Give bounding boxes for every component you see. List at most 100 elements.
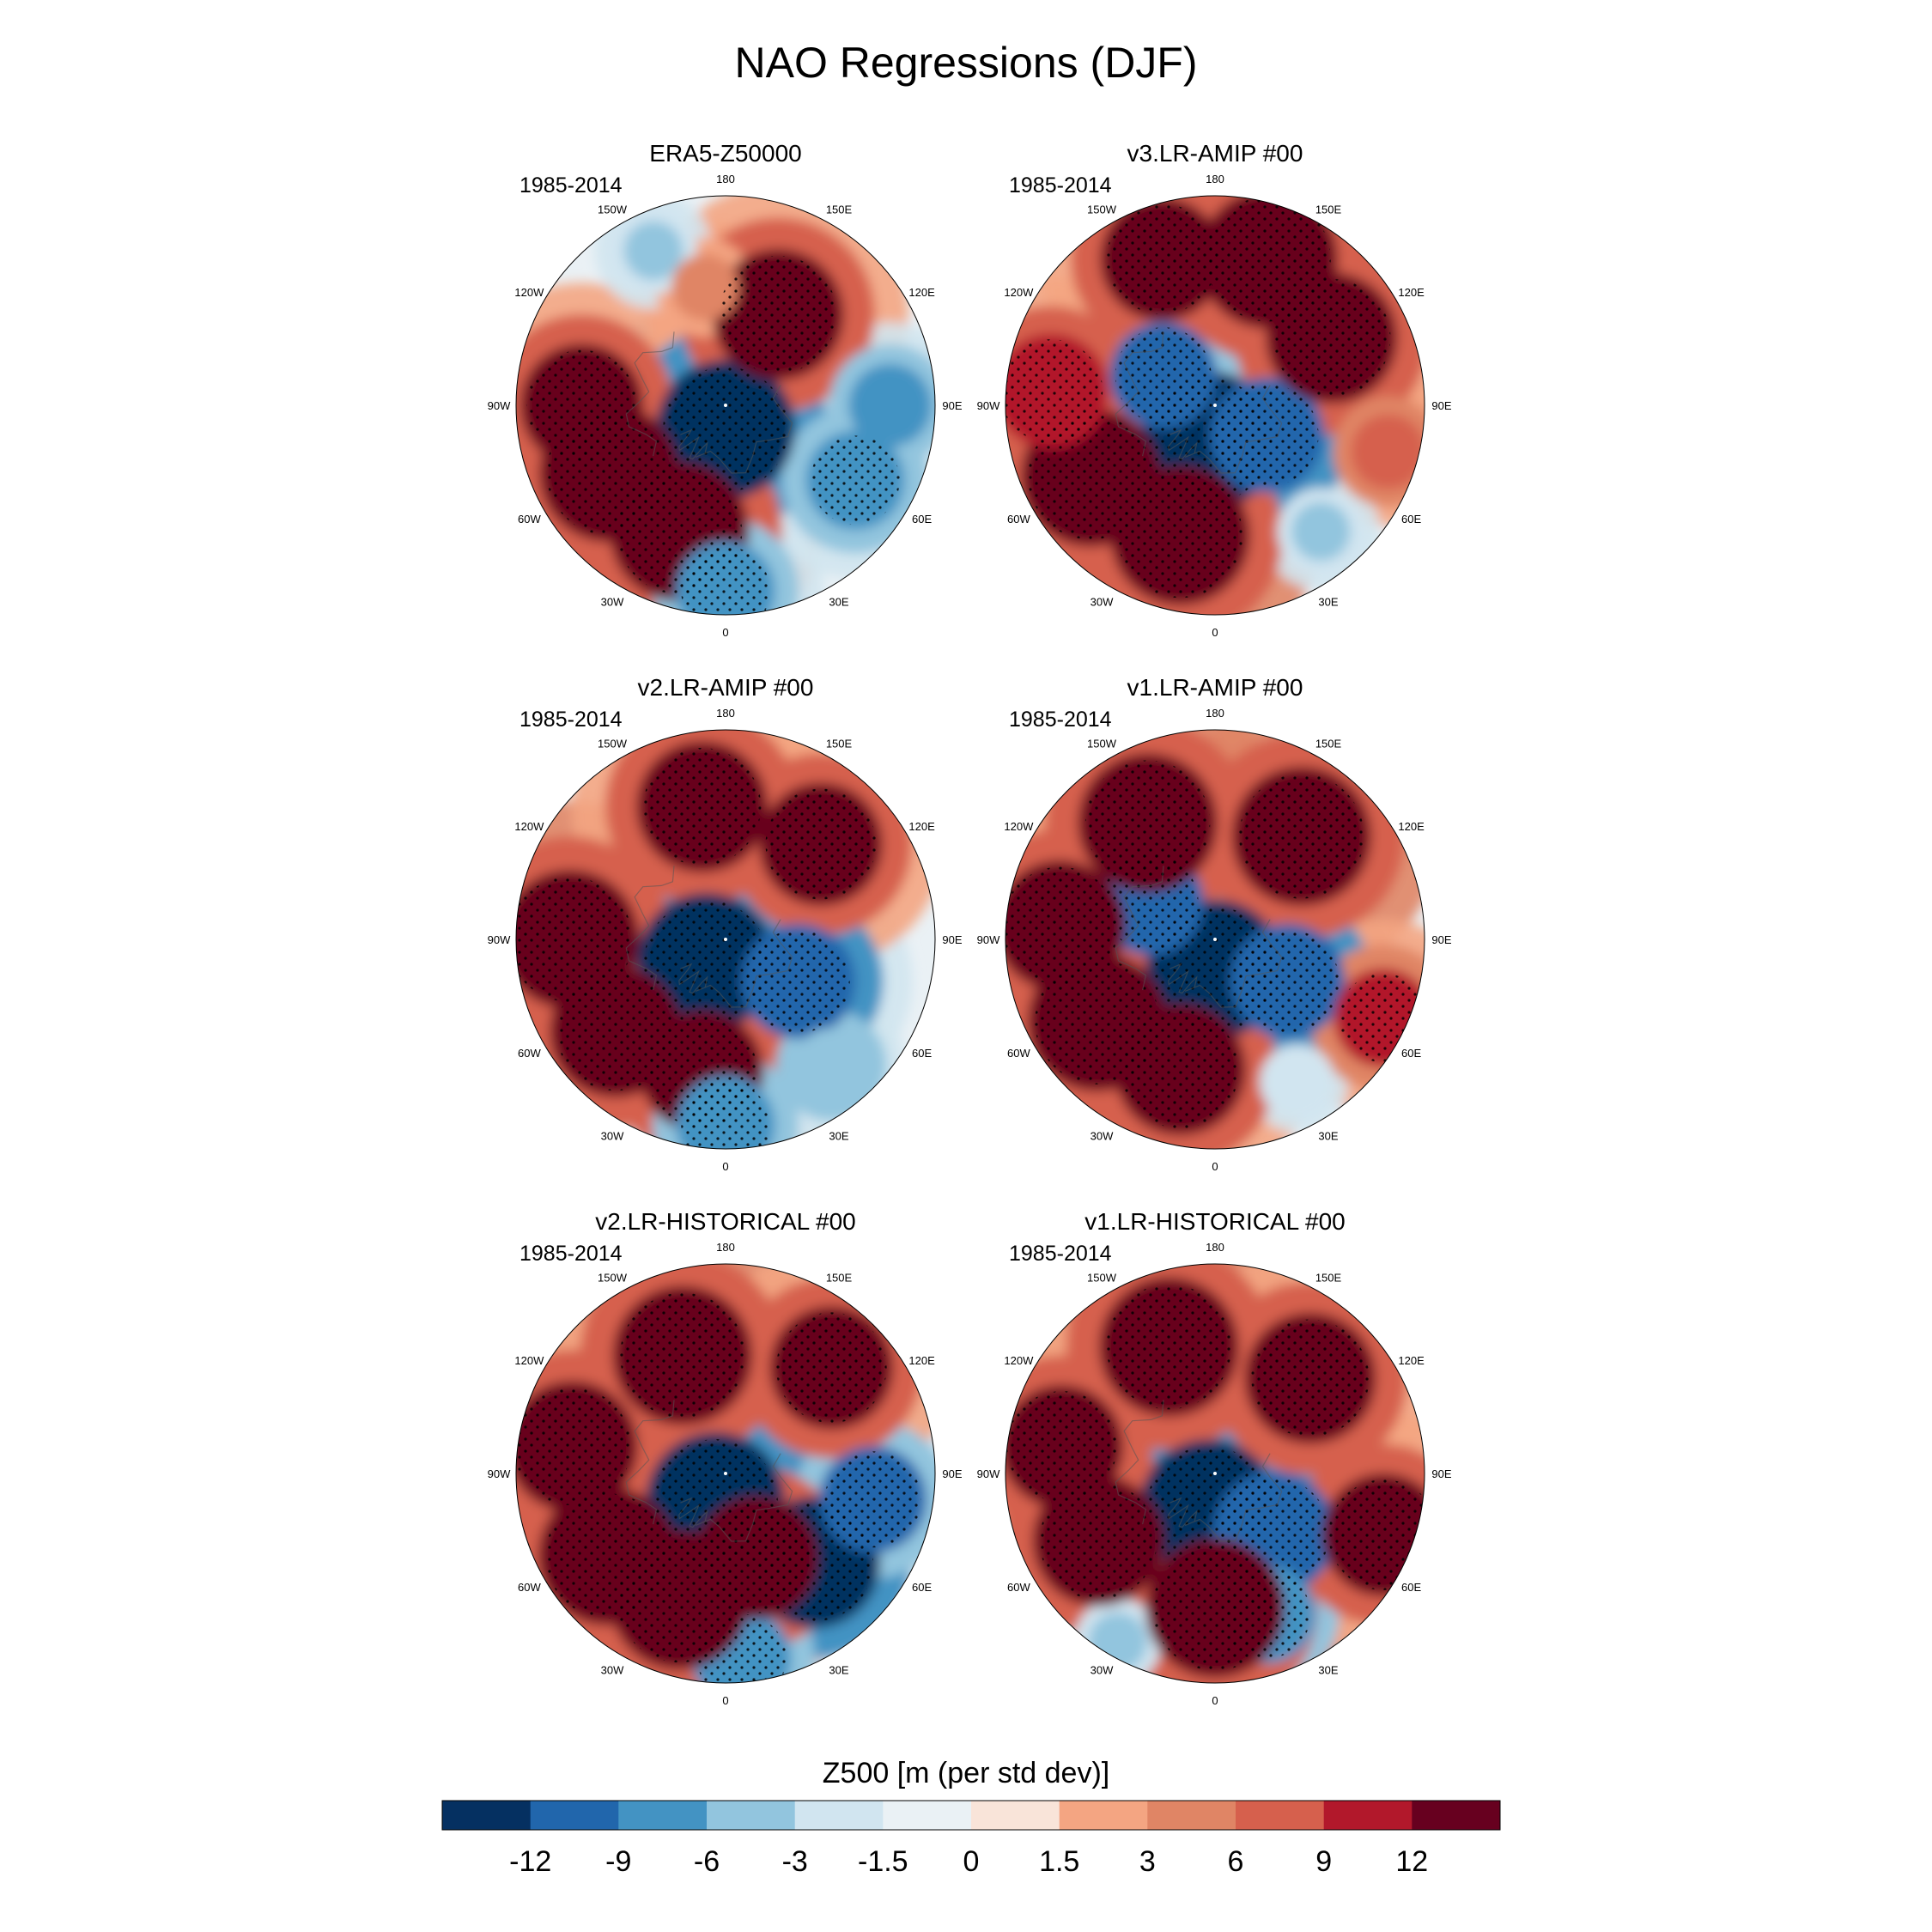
longitude-label: 180 [1206, 1241, 1224, 1254]
longitude-label: 150W [1087, 737, 1117, 750]
coastline [678, 428, 708, 460]
significance-stipple [1239, 774, 1364, 899]
pole-marker [724, 404, 727, 407]
colorbar-box [530, 1801, 619, 1830]
map-border [515, 729, 936, 1150]
coastlines [625, 1400, 793, 1542]
colorbar-box [1236, 1801, 1325, 1830]
longitude-label: 60E [1401, 1047, 1421, 1060]
significance-stipple [775, 1312, 887, 1424]
panels: ERA5-Z50000 1985-2014 180 150E 120E 90E 60E 30E… [488, 140, 1452, 1707]
longitude-label: 180 [1206, 173, 1224, 185]
map-panel: v1.LR-AMIP #00 1985-2014 180 150E 120E 90E 60E… [977, 674, 1452, 1173]
longitude-label: 120W [514, 286, 544, 299]
coastline [1168, 428, 1198, 460]
field-core [1351, 414, 1425, 489]
significance-stipple [620, 1292, 745, 1419]
longitude-label: 60E [912, 1047, 932, 1060]
colorbar-tick: -12 [509, 1845, 551, 1878]
significance-stipple [516, 1387, 632, 1506]
coastlines [1115, 866, 1283, 1008]
pole-marker [1213, 404, 1217, 407]
longitude-label: 120W [1004, 820, 1034, 833]
longitude-label: 120E [1398, 1354, 1425, 1367]
panel-title: v3.LR-AMIP #00 [1127, 140, 1303, 167]
longitude-label: 30E [829, 1664, 848, 1677]
longitude-label: 150W [598, 1271, 628, 1284]
panel-period: 1985-2014 [1009, 1242, 1112, 1266]
significance-stipple [1005, 339, 1103, 443]
significance-stipple [1084, 760, 1211, 885]
colorbar-label: Z500 [m (per std dev)] [823, 1757, 1109, 1789]
colorbar-tick: 12 [1395, 1845, 1428, 1878]
longitude-label: 0 [722, 1160, 728, 1173]
coastline [1168, 963, 1198, 994]
longitude-label: 30E [1318, 596, 1338, 609]
colorbar-box [707, 1801, 796, 1830]
longitude-label: 90E [942, 399, 962, 412]
longitude-label: 30W [601, 1130, 624, 1143]
longitude-label: 90W [488, 1467, 511, 1480]
longitude-label: 0 [722, 626, 728, 639]
coastline [1184, 385, 1283, 474]
significance-stipple [643, 899, 769, 1025]
map-border [1005, 1263, 1425, 1684]
significance-stipple [1273, 278, 1391, 398]
significance-stipple [663, 367, 788, 492]
significance-stipple [1005, 866, 1120, 985]
longitude-label: 120W [1004, 1354, 1034, 1367]
longitude-label: 150W [1087, 1271, 1117, 1284]
longitude-label: 60E [1401, 513, 1421, 526]
longitude-label: 30E [1318, 1664, 1338, 1677]
colorbar-tick: 9 [1315, 1845, 1332, 1878]
longitude-label: 180 [716, 173, 735, 185]
longitude-label: 60W [1007, 513, 1030, 526]
coastlines [1115, 331, 1283, 474]
colorbar-frame [441, 1800, 1501, 1831]
coastline [1115, 866, 1164, 991]
longitude-label: 30E [829, 596, 848, 609]
map-border [515, 1263, 936, 1684]
pole-marker [724, 1472, 727, 1475]
coastlines [625, 866, 793, 1008]
longitude-label: 30E [1318, 1130, 1338, 1143]
significance-stipple [811, 435, 900, 525]
longitude-label: 0 [722, 1694, 728, 1707]
significance-stipple [526, 349, 638, 461]
coastlines [1115, 1400, 1283, 1542]
longitude-label: 30W [1091, 596, 1114, 609]
longitude-label: 0 [1212, 1160, 1218, 1173]
panel-title: v2.LR-AMIP #00 [638, 674, 814, 701]
coastline [625, 331, 675, 457]
panel-period: 1985-2014 [519, 1242, 623, 1266]
longitude-label: 120E [908, 820, 935, 833]
coastline [1115, 1400, 1164, 1525]
longitude-label: 90E [1431, 1467, 1451, 1480]
longitude-label: 120E [1398, 820, 1425, 833]
longitude-label: 90E [1431, 933, 1451, 946]
longitude-label: 120W [1004, 286, 1034, 299]
coastline [678, 1497, 708, 1528]
coastline [1184, 1453, 1283, 1542]
map-border [515, 195, 936, 616]
colorbar-box [1147, 1801, 1236, 1830]
longitude-label: 120E [908, 1354, 935, 1367]
significance-stipple [824, 1451, 921, 1548]
longitude-label: 90W [977, 399, 1000, 412]
pole-marker [724, 938, 727, 941]
significance-stipple [1106, 204, 1218, 315]
longitude-label: 90E [942, 933, 962, 946]
coastline [1168, 1497, 1198, 1528]
significance-stipple [1251, 1319, 1370, 1437]
panel-title: ERA5-Z50000 [649, 140, 801, 167]
pole-marker [1213, 1472, 1217, 1475]
colorbar-tick: -9 [605, 1845, 631, 1878]
longitude-label: 60E [912, 513, 932, 526]
longitude-label: 60W [1007, 1047, 1030, 1060]
longitude-label: 30W [601, 1664, 624, 1677]
longitude-label: 150E [826, 737, 853, 750]
longitude-label: 0 [1212, 1694, 1218, 1707]
map-panel: v1.LR-HISTORICAL #00 1985-2014 180 150E 120E… [977, 1208, 1452, 1707]
longitude-label: 150W [1087, 203, 1117, 216]
